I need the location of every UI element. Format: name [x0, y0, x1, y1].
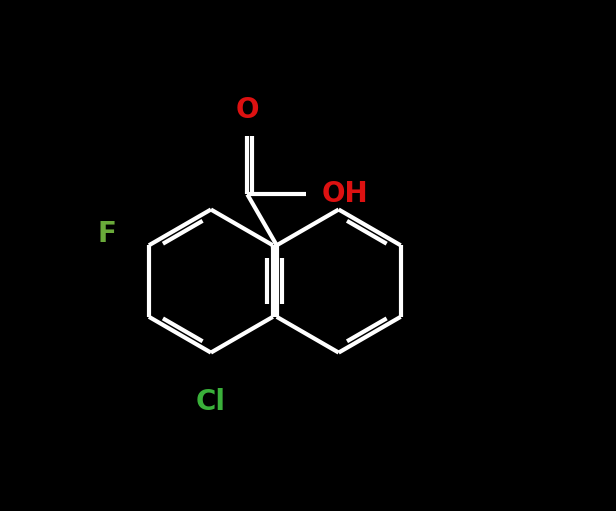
- Text: Cl: Cl: [196, 388, 226, 416]
- Text: O: O: [235, 97, 259, 124]
- Text: OH: OH: [322, 180, 368, 208]
- Text: F: F: [97, 220, 116, 248]
